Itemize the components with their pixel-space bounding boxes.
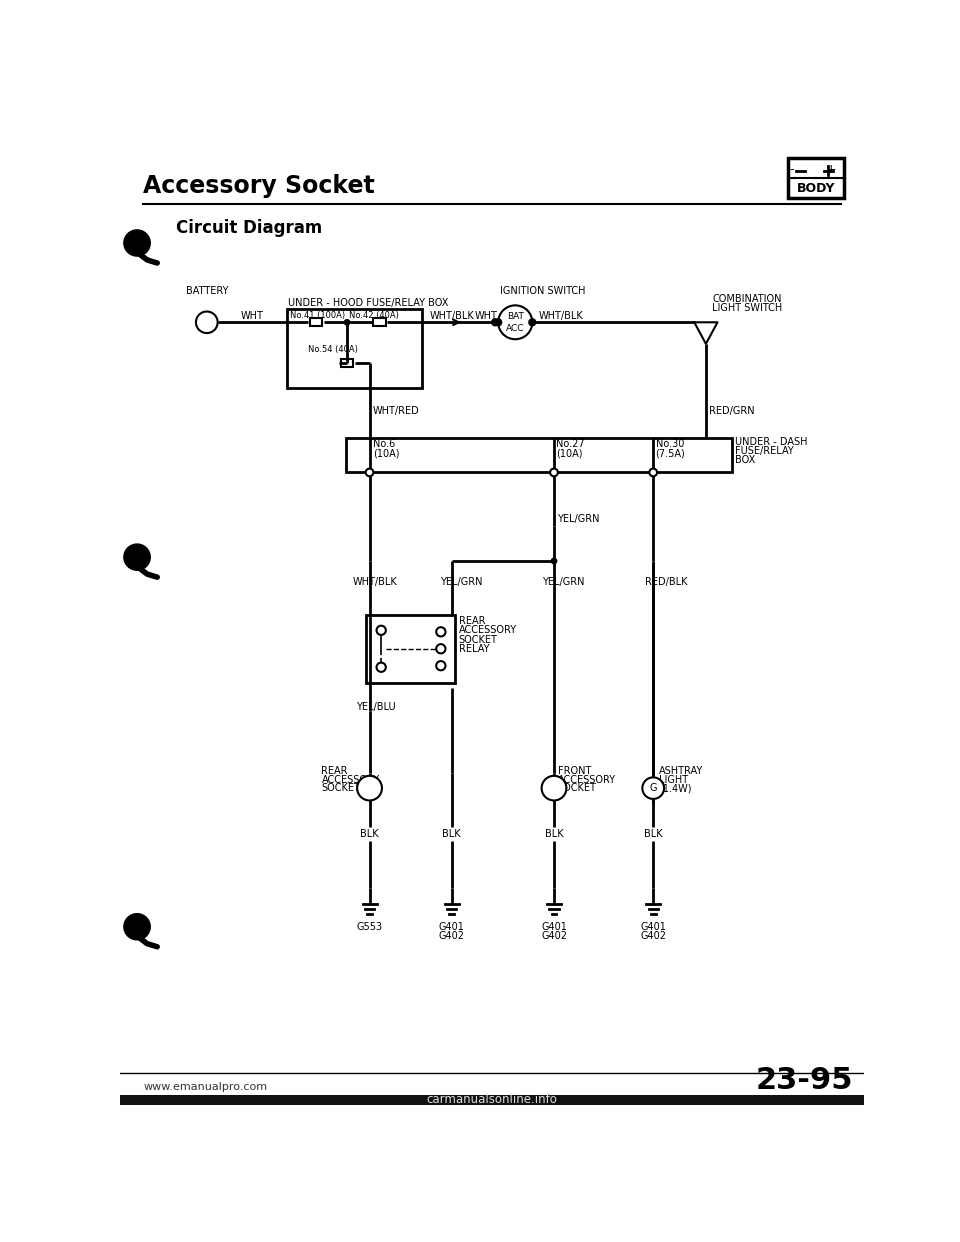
Text: G401: G401 <box>439 922 465 932</box>
Text: G402: G402 <box>541 932 567 941</box>
Text: UNDER - HOOD FUSE/RELAY BOX: UNDER - HOOD FUSE/RELAY BOX <box>288 298 448 308</box>
Text: YEL/BLU: YEL/BLU <box>355 702 396 713</box>
Text: 23-95: 23-95 <box>756 1066 853 1095</box>
Text: ACCESSORY: ACCESSORY <box>322 775 379 785</box>
Text: BATTERY: BATTERY <box>185 287 228 297</box>
Text: WHT: WHT <box>240 312 263 322</box>
Circle shape <box>124 230 150 256</box>
Text: Circuit Diagram: Circuit Diagram <box>176 219 322 236</box>
Text: No.30: No.30 <box>656 438 684 448</box>
Text: BLK: BLK <box>644 830 662 840</box>
Text: REAR: REAR <box>322 766 348 776</box>
Text: -: - <box>789 164 794 176</box>
Text: LIGHT: LIGHT <box>660 775 688 785</box>
Text: ACCESSORY: ACCESSORY <box>459 625 516 636</box>
Circle shape <box>498 306 532 339</box>
Circle shape <box>436 661 445 671</box>
Text: ACCESSORY: ACCESSORY <box>558 775 616 785</box>
Circle shape <box>124 544 150 570</box>
Text: REAR: REAR <box>459 616 485 626</box>
Circle shape <box>376 663 386 672</box>
Text: IGNITION SWITCH: IGNITION SWITCH <box>500 287 586 297</box>
Text: BODY: BODY <box>797 181 835 195</box>
Text: (1.4W): (1.4W) <box>660 784 692 794</box>
Text: G402: G402 <box>439 932 465 941</box>
Circle shape <box>357 776 382 800</box>
Text: BLK: BLK <box>443 830 461 840</box>
Text: ACC: ACC <box>506 324 524 333</box>
Text: (10A): (10A) <box>557 448 583 458</box>
Circle shape <box>541 776 566 800</box>
Text: WHT/BLK: WHT/BLK <box>539 312 584 322</box>
Circle shape <box>436 627 445 636</box>
Text: BAT: BAT <box>507 312 524 320</box>
Text: RED/GRN: RED/GRN <box>709 406 755 416</box>
Text: BLK: BLK <box>544 830 564 840</box>
Bar <box>341 359 353 366</box>
Bar <box>287 309 422 388</box>
Text: No.54 (40A): No.54 (40A) <box>308 345 358 354</box>
Circle shape <box>495 319 501 325</box>
Text: G401: G401 <box>541 922 567 932</box>
Text: BLK: BLK <box>360 830 379 840</box>
Text: WHT/BLK: WHT/BLK <box>430 312 475 322</box>
Text: G401: G401 <box>640 922 666 932</box>
Circle shape <box>551 559 557 564</box>
Bar <box>347 437 732 472</box>
Circle shape <box>196 312 218 333</box>
Text: (7.5A): (7.5A) <box>656 448 685 458</box>
Circle shape <box>366 468 373 476</box>
Text: WHT: WHT <box>475 312 498 322</box>
Bar <box>310 318 323 327</box>
Bar <box>366 615 455 683</box>
Bar <box>788 158 844 199</box>
Text: G: G <box>650 784 657 794</box>
Text: LIGHT SWITCH: LIGHT SWITCH <box>712 303 782 313</box>
Circle shape <box>550 468 558 476</box>
Text: www.emanualpro.com: www.emanualpro.com <box>143 1082 268 1092</box>
Text: UNDER - DASH: UNDER - DASH <box>735 437 808 447</box>
Bar <box>373 318 386 327</box>
Text: SOCKET: SOCKET <box>322 784 360 794</box>
Text: No.41 (100A): No.41 (100A) <box>291 310 346 320</box>
Text: YEL/GRN: YEL/GRN <box>440 576 483 586</box>
Text: (10A): (10A) <box>372 448 399 458</box>
Text: G553: G553 <box>356 922 383 932</box>
Text: RELAY: RELAY <box>459 643 490 653</box>
Text: FUSE/RELAY: FUSE/RELAY <box>735 446 794 456</box>
Text: RED/BLK: RED/BLK <box>645 576 688 586</box>
Text: +: + <box>826 164 836 176</box>
Text: No.6: No.6 <box>372 438 395 448</box>
Bar <box>120 1094 864 1105</box>
Text: YEL/GRN: YEL/GRN <box>557 514 600 524</box>
Text: No.42 (40A): No.42 (40A) <box>348 310 398 320</box>
Text: carmanualsonline.info: carmanualsonline.info <box>426 1093 558 1107</box>
Circle shape <box>649 468 657 476</box>
Text: COMBINATION: COMBINATION <box>712 294 781 304</box>
Circle shape <box>124 914 150 940</box>
Text: SOCKET: SOCKET <box>558 784 597 794</box>
Text: YEL/GRN: YEL/GRN <box>542 576 585 586</box>
Text: SOCKET: SOCKET <box>459 635 497 645</box>
Circle shape <box>376 626 386 635</box>
Text: WHT/RED: WHT/RED <box>372 406 420 416</box>
Circle shape <box>529 319 536 325</box>
Text: No.27: No.27 <box>557 438 585 448</box>
Circle shape <box>345 319 349 325</box>
Circle shape <box>642 777 664 799</box>
Circle shape <box>436 645 445 653</box>
Text: FRONT: FRONT <box>558 766 591 776</box>
Text: BOX: BOX <box>735 455 756 465</box>
Text: Accessory Socket: Accessory Socket <box>143 174 375 197</box>
Text: ASHTRAY: ASHTRAY <box>660 766 704 776</box>
Text: G402: G402 <box>640 932 666 941</box>
Circle shape <box>492 319 498 325</box>
Text: WHT/BLK: WHT/BLK <box>352 576 397 586</box>
